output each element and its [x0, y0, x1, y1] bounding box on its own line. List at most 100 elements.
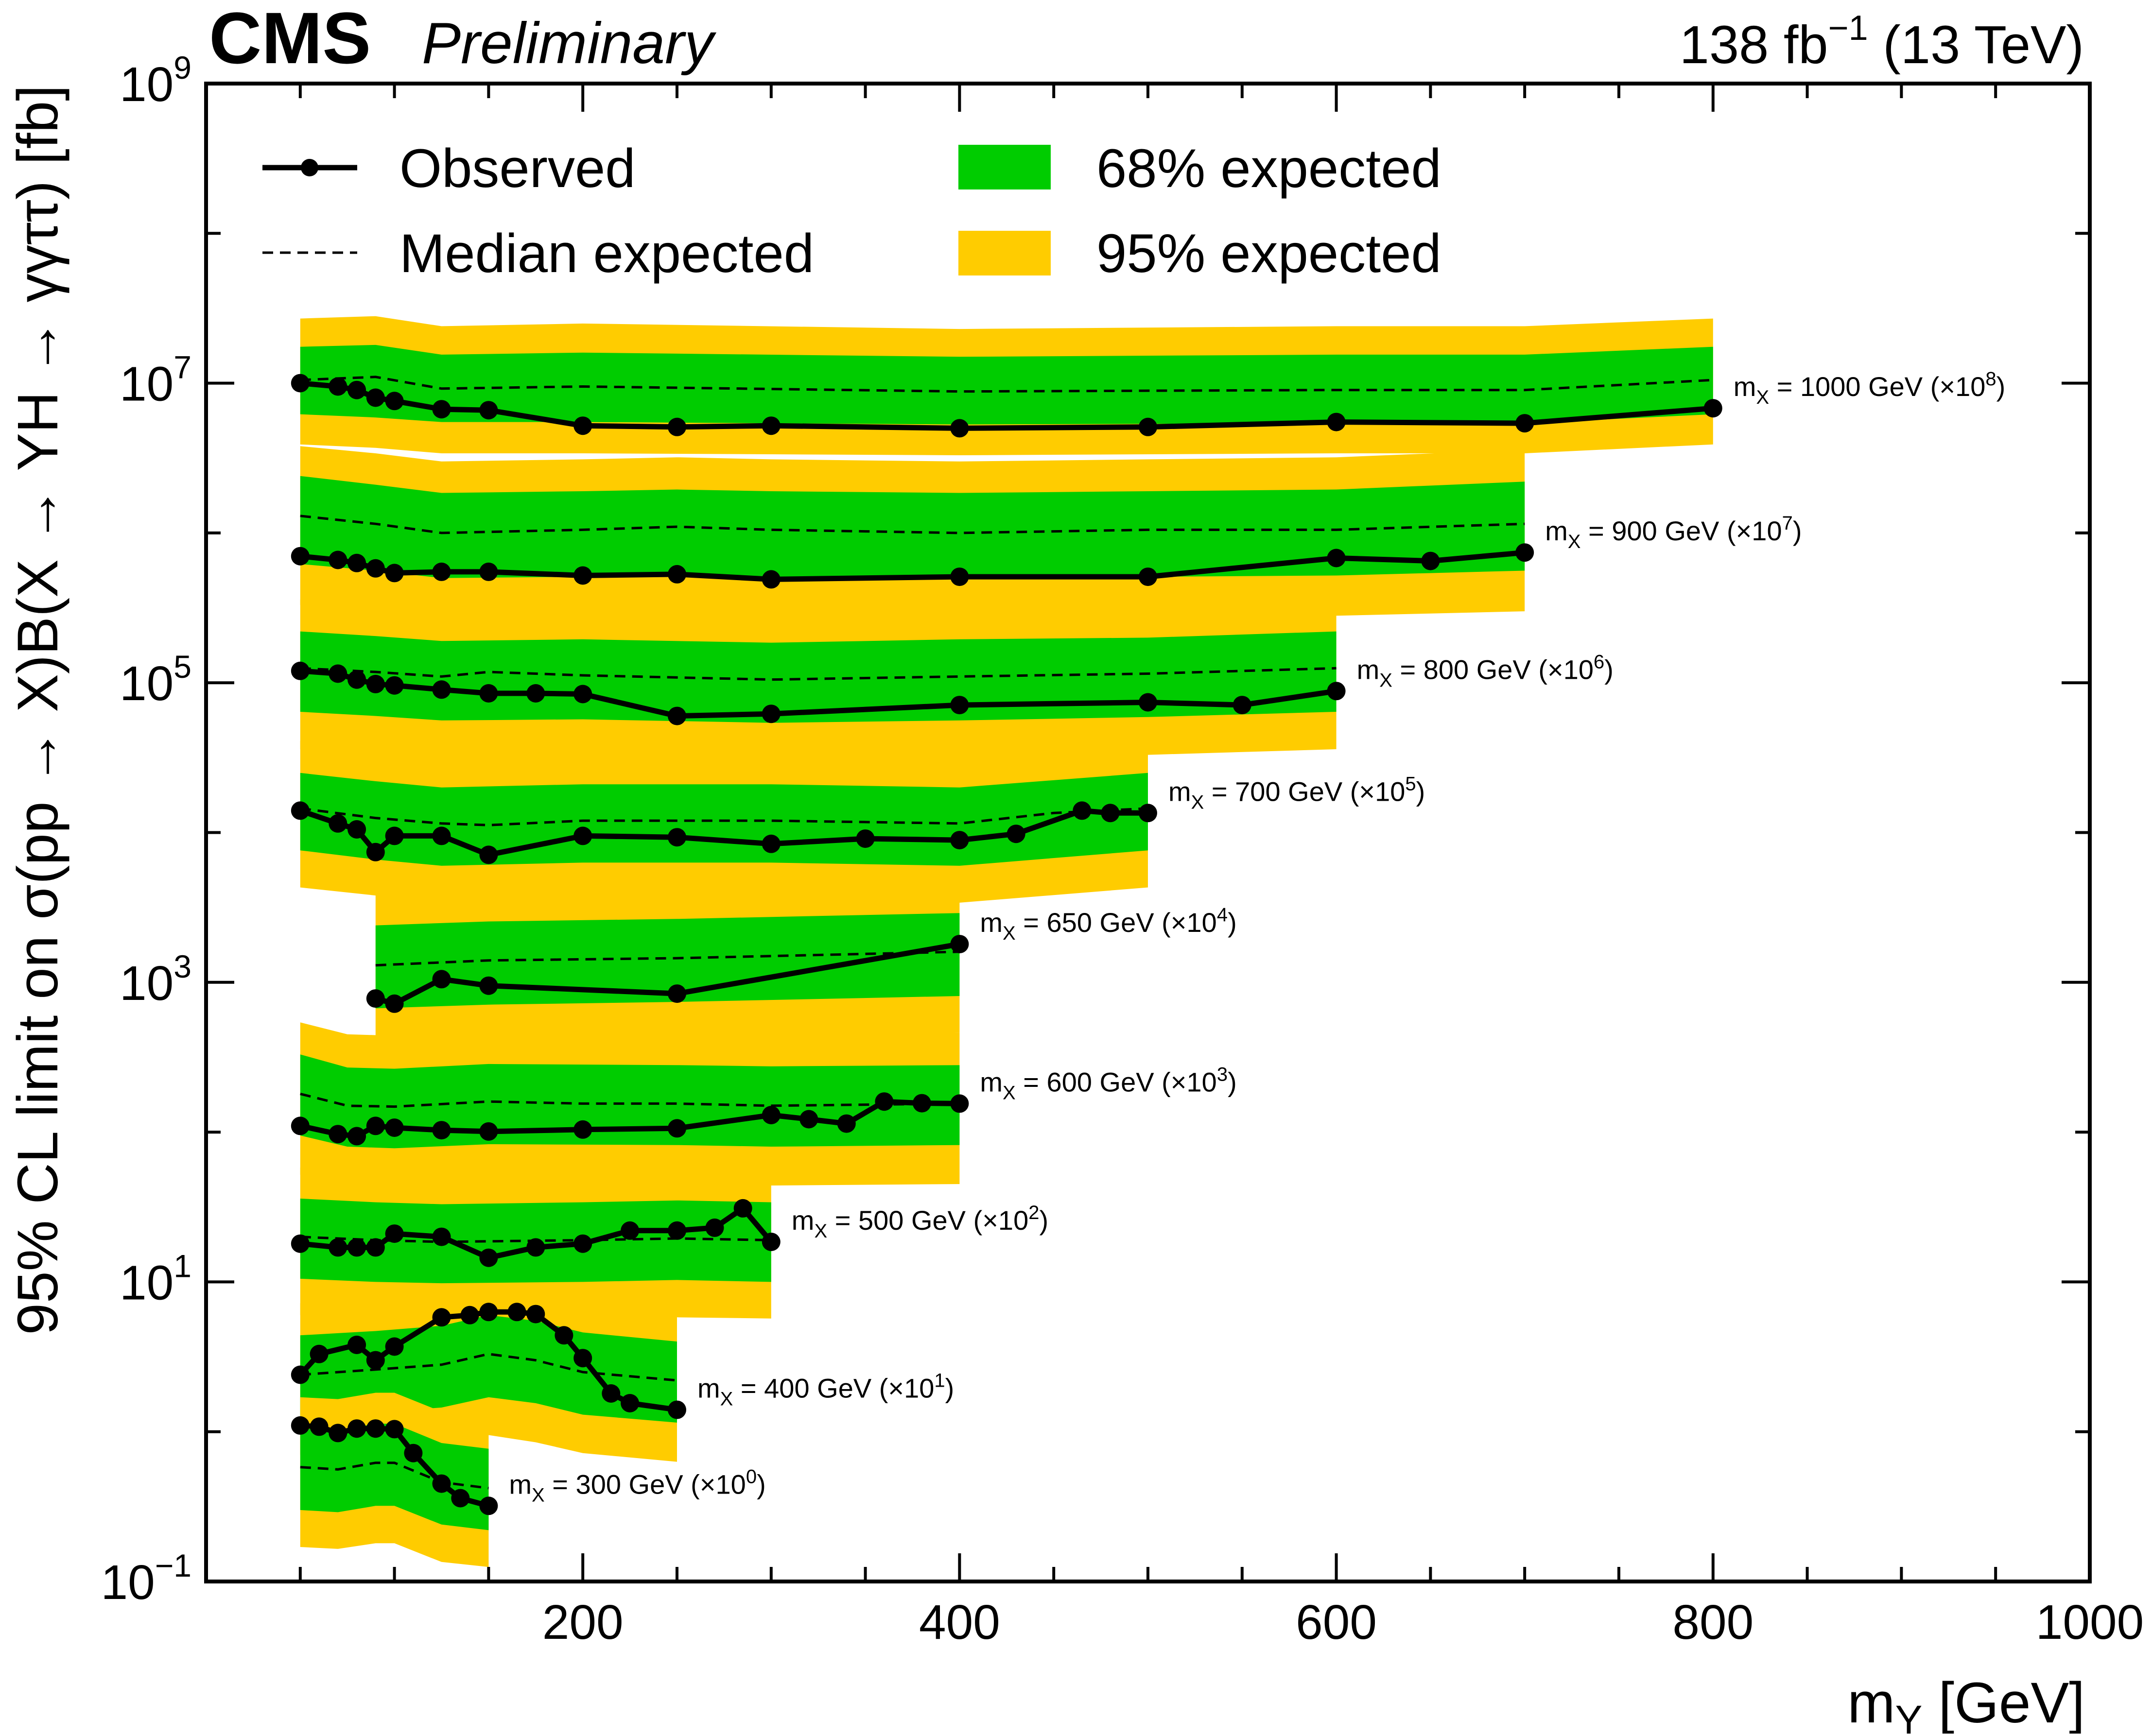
observed-point-series-1-2 — [347, 553, 366, 572]
observed-point-series-0-8 — [668, 417, 686, 436]
observed-point-series-8-2 — [329, 1424, 347, 1443]
observed-point-series-1-7 — [573, 566, 592, 585]
observed-point-series-1-8 — [668, 565, 686, 584]
x-tick-label-4: 1000 — [2036, 1595, 2144, 1650]
y-tick-label-5: 109 — [120, 50, 191, 112]
band68-series-0 — [300, 344, 1713, 425]
observed-point-series-1-9 — [762, 570, 781, 589]
observed-point-series-5-10 — [799, 1110, 818, 1129]
observed-point-series-8-3 — [347, 1419, 366, 1438]
observed-point-series-0-10 — [950, 419, 969, 438]
observed-point-series-0-12 — [1327, 413, 1346, 431]
observed-point-series-0-3 — [366, 388, 385, 407]
mass-labels: mX = 1000 GeV (×108) mX = 900 GeV (×107) m… — [509, 368, 2005, 1506]
observed-point-series-1-3 — [366, 559, 385, 578]
y-tick-label-0: 10−1 — [101, 1547, 191, 1610]
observed-point-series-7-8 — [507, 1303, 526, 1322]
observed-point-series-5-7 — [573, 1120, 592, 1139]
observed-point-series-7-12 — [602, 1384, 621, 1403]
observed-point-series-6-13 — [762, 1233, 781, 1251]
observed-point-series-5-13 — [912, 1094, 931, 1113]
observed-point-series-6-7 — [526, 1238, 545, 1257]
median-line-series-7 — [300, 1353, 677, 1382]
observed-point-series-5-8 — [668, 1119, 686, 1138]
observed-point-series-6-2 — [347, 1238, 366, 1257]
median-line-series-1 — [300, 515, 1525, 534]
observed-point-series-0-0 — [291, 374, 310, 393]
observed-point-series-1-11 — [1139, 567, 1157, 586]
observed-point-series-6-3 — [366, 1238, 385, 1257]
observed-point-series-6-12 — [733, 1199, 752, 1218]
observed-point-series-2-7 — [526, 684, 545, 703]
observed-point-series-2-12 — [1139, 693, 1157, 712]
observed-point-series-7-7 — [479, 1303, 498, 1322]
legend-median-label: Median expected — [399, 223, 814, 284]
median-line-series-6 — [300, 1236, 771, 1243]
legend-band95-label: 95% expected — [1096, 223, 1441, 284]
observed-point-series-6-1 — [329, 1238, 347, 1257]
lumi-label: 138 fb−1 (13 TeV) — [1680, 9, 2084, 75]
observed-point-series-7-10 — [555, 1326, 573, 1345]
y-tick-label-2: 103 — [120, 948, 191, 1011]
observed-lines — [291, 374, 1722, 1515]
observed-point-series-5-4 — [385, 1118, 404, 1137]
observed-point-series-8-1 — [310, 1417, 329, 1436]
observed-point-series-1-4 — [385, 564, 404, 583]
observed-point-series-1-14 — [1515, 543, 1534, 562]
observed-point-series-2-8 — [573, 685, 592, 704]
observed-point-series-3-4 — [385, 826, 404, 845]
observed-point-series-1-1 — [329, 550, 347, 569]
legend-band68-label: 68% expected — [1096, 138, 1441, 199]
y-tick-label-4: 107 — [120, 349, 191, 412]
band68-series-1 — [300, 476, 1525, 580]
legend-observed-marker — [301, 159, 318, 176]
observed-point-series-1-10 — [950, 567, 969, 586]
observed-point-series-5-9 — [762, 1106, 781, 1124]
status-label: Preliminary — [422, 11, 717, 76]
observed-point-series-0-2 — [347, 380, 366, 399]
legend-band68-swatch — [958, 145, 1051, 189]
mass-label-series-6: mX = 500 GeV (×102) — [792, 1202, 1048, 1242]
mass-label-series-0: mX = 1000 GeV (×108) — [1734, 368, 2005, 408]
median-expected-lines — [300, 376, 1713, 1490]
x-tick-label-0: 200 — [542, 1595, 624, 1650]
observed-point-series-3-2 — [347, 820, 366, 839]
mass-label-series-7: mX = 400 GeV (×101) — [697, 1370, 954, 1410]
observed-point-series-3-7 — [573, 826, 592, 845]
mass-label-series-8: mX = 300 GeV (×100) — [509, 1466, 765, 1506]
observed-point-series-4-0 — [366, 989, 385, 1008]
observed-point-series-8-7 — [432, 1474, 451, 1493]
observed-point-series-5-2 — [347, 1127, 366, 1146]
observed-point-series-7-5 — [432, 1308, 451, 1327]
observed-point-series-6-10 — [668, 1221, 686, 1240]
observed-point-series-7-6 — [460, 1306, 479, 1324]
observed-point-series-6-9 — [621, 1221, 640, 1240]
observed-point-series-8-4 — [366, 1419, 385, 1438]
observed-point-series-7-2 — [347, 1336, 366, 1354]
observed-point-series-0-1 — [329, 377, 347, 396]
observed-point-series-7-11 — [573, 1349, 592, 1368]
observed-point-series-5-11 — [837, 1114, 856, 1133]
observed-point-series-2-10 — [762, 705, 781, 723]
observed-point-series-5-1 — [329, 1125, 347, 1144]
observed-point-series-0-13 — [1515, 414, 1534, 433]
observed-point-series-7-14 — [668, 1400, 686, 1419]
observed-line-series-8 — [300, 1423, 489, 1509]
legend-band95-swatch — [958, 231, 1051, 275]
observed-point-series-7-3 — [366, 1351, 385, 1370]
observed-point-series-8-5 — [385, 1420, 404, 1439]
observed-point-series-3-6 — [479, 845, 498, 864]
observed-point-series-1-5 — [432, 562, 451, 581]
observed-point-series-6-4 — [385, 1224, 404, 1243]
x-axis-label: mY [GeV] — [1847, 1671, 2085, 1734]
median-line-series-4 — [375, 950, 960, 967]
legend-observed-label: Observed — [399, 138, 636, 199]
observed-point-series-7-9 — [526, 1305, 545, 1323]
y-tick-label-1: 101 — [120, 1248, 191, 1310]
observed-point-series-0-14 — [1703, 399, 1722, 418]
observed-point-series-3-12 — [1007, 825, 1025, 843]
observed-point-series-2-2 — [347, 670, 366, 689]
observed-point-series-0-4 — [385, 392, 404, 411]
median-line-series-5 — [300, 1092, 960, 1108]
